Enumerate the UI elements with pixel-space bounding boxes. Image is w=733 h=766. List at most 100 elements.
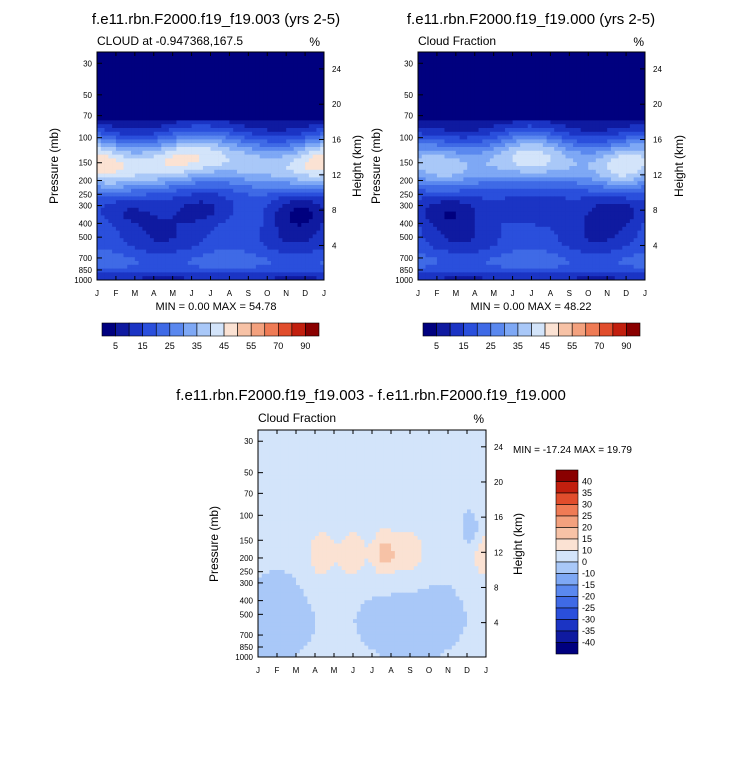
field-cell — [191, 52, 196, 57]
field-cell — [172, 238, 177, 243]
field-cell — [618, 59, 623, 64]
field-cell — [187, 71, 192, 76]
field-cell — [225, 249, 230, 254]
field-cell — [474, 120, 479, 125]
field-cell — [263, 188, 268, 193]
field-cell — [108, 192, 113, 197]
field-cell — [225, 120, 230, 125]
field-cell — [134, 204, 139, 209]
field-cell — [146, 67, 151, 72]
field-cell — [539, 78, 544, 83]
field-cell — [161, 120, 166, 125]
field-cell — [278, 59, 283, 64]
field-cell — [221, 196, 226, 201]
field-cell — [259, 238, 264, 243]
field-cell — [293, 173, 298, 178]
field-cell — [172, 112, 177, 117]
field-cell — [550, 86, 555, 91]
field-cell — [172, 215, 177, 220]
field-cell — [184, 139, 189, 144]
field-cell — [312, 116, 317, 121]
field-cell — [97, 93, 102, 98]
field-cell — [248, 97, 253, 102]
field-cell — [263, 219, 268, 224]
field-cell — [131, 200, 136, 205]
field-cell — [195, 147, 200, 152]
field-cell — [146, 211, 151, 216]
field-cell — [557, 93, 563, 98]
field-cell — [252, 63, 257, 68]
field-cell — [180, 101, 185, 106]
field-cell — [418, 74, 423, 79]
field-cell — [142, 226, 147, 231]
field-cell — [286, 162, 291, 167]
field-cell — [119, 253, 124, 258]
field-cell — [271, 200, 276, 205]
field-cell — [142, 105, 147, 110]
field-cell — [512, 67, 517, 72]
field-cell — [210, 82, 215, 87]
field-cell — [550, 93, 555, 98]
field-cell — [199, 90, 204, 95]
field-cell — [146, 55, 151, 60]
field-cell — [482, 71, 487, 76]
field-cell — [199, 52, 204, 57]
field-cell — [168, 109, 174, 114]
field-cell — [202, 55, 208, 60]
field-cell — [108, 215, 113, 220]
field-cell — [470, 112, 476, 117]
field-cell — [482, 74, 487, 79]
field-cell — [199, 226, 204, 231]
field-cell — [165, 204, 170, 209]
field-cell — [308, 90, 313, 95]
field-cell — [610, 59, 616, 64]
field-cell — [546, 82, 551, 87]
field-cell — [157, 97, 162, 102]
field-cell — [115, 63, 121, 68]
field-cell — [108, 261, 113, 266]
field-cell — [425, 78, 430, 83]
field-cell — [119, 192, 124, 197]
field-cell — [263, 264, 268, 269]
field-cell — [271, 82, 276, 87]
field-cell — [184, 78, 189, 83]
field-cell — [501, 112, 506, 117]
field-cell — [184, 173, 189, 178]
field-cell — [305, 93, 310, 98]
field-cell — [641, 86, 646, 91]
field-cell — [282, 257, 287, 262]
field-cell — [267, 234, 272, 239]
field-cell — [112, 242, 117, 247]
field-cell — [527, 105, 532, 110]
field-cell — [157, 162, 162, 167]
field-cell — [289, 261, 295, 266]
field-cell — [580, 97, 585, 102]
field-cell — [206, 90, 211, 95]
field-cell — [180, 215, 185, 220]
field-cell — [278, 238, 283, 243]
field-cell — [316, 276, 321, 281]
field-cell — [127, 219, 132, 224]
field-cell — [210, 166, 215, 171]
field-cell — [100, 63, 105, 68]
field-cell — [244, 150, 249, 155]
field-cell — [610, 109, 616, 114]
field-cell — [229, 120, 234, 125]
field-cell — [297, 181, 302, 186]
field-cell — [134, 147, 139, 152]
field-cell — [214, 249, 219, 254]
field-cell — [614, 105, 619, 110]
field-cell — [134, 78, 139, 83]
field-cell — [516, 82, 521, 87]
field-cell — [236, 135, 242, 140]
field-cell — [316, 52, 321, 57]
field-cell — [165, 238, 170, 243]
field-cell — [255, 268, 261, 273]
field-cell — [236, 78, 242, 83]
field-cell — [123, 86, 128, 91]
field-cell — [448, 67, 453, 72]
field-cell — [104, 276, 109, 281]
field-cell — [229, 200, 234, 205]
field-cell — [236, 238, 242, 243]
field-cell — [320, 234, 325, 239]
